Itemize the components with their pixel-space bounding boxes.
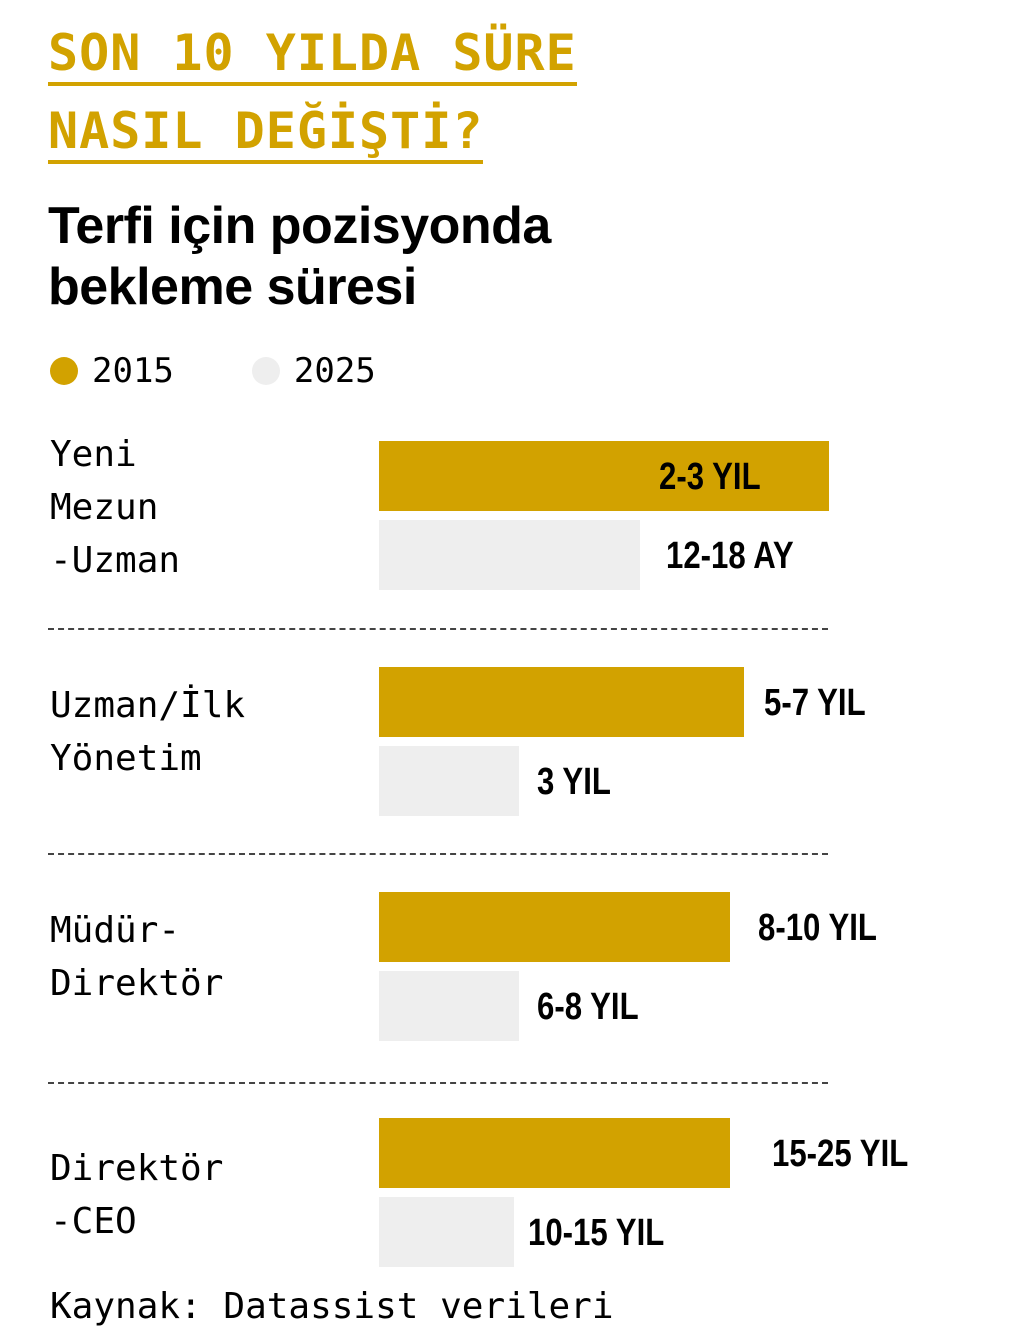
category-label: Müdür- Direktör [50, 910, 224, 1004]
group-divider [48, 628, 828, 630]
legend-swatch-2025 [251, 357, 280, 385]
bar-2025 [379, 971, 519, 1041]
bar-value-label: 15-25 YIL [772, 1133, 909, 1175]
chart-subtitle: Terfi için pozisyonda bekleme süresi [48, 197, 551, 316]
group-divider [48, 1082, 828, 1084]
bar-value-label: 3 YIL [537, 761, 611, 803]
bar-value-label: 12-18 AY [666, 535, 794, 577]
headline-line-1: SON 10 YILDA SÜRE [48, 28, 577, 86]
bar-value-label: 8-10 YIL [758, 907, 877, 949]
legend-item-2015: 2015 [50, 351, 174, 391]
bar-value-label: 10-15 YIL [528, 1212, 665, 1254]
legend-item-2025: 2025 [251, 351, 376, 391]
bar-2025 [379, 520, 640, 590]
category-label: Uzman/İlk Yönetim [50, 685, 246, 779]
headline-line-2: NASIL DEĞİŞTİ? [48, 106, 484, 164]
legend-label-2015: 2015 [92, 351, 174, 391]
bar-value-label: 6-8 YIL [537, 986, 639, 1028]
bar-2015 [379, 1118, 730, 1188]
legend-label-2025: 2025 [293, 351, 376, 391]
bar-2025 [379, 1197, 514, 1267]
bar-2015 [379, 892, 730, 962]
bar-2015 [379, 441, 829, 511]
source-note: Kaynak: Datassist verileri [50, 1286, 614, 1327]
bar-value-label: 5-7 YIL [764, 682, 866, 724]
category-label: Direktör -CEO [50, 1148, 224, 1242]
bar-value-label: 2-3 YIL [659, 456, 761, 498]
chart-legend: 2015 2025 [50, 350, 454, 392]
bar-2025 [379, 746, 519, 816]
legend-swatch-2015 [50, 357, 78, 385]
bar-2015 [379, 667, 744, 737]
group-divider [48, 853, 828, 855]
category-label: Yeni Mezun -Uzman [50, 434, 181, 581]
